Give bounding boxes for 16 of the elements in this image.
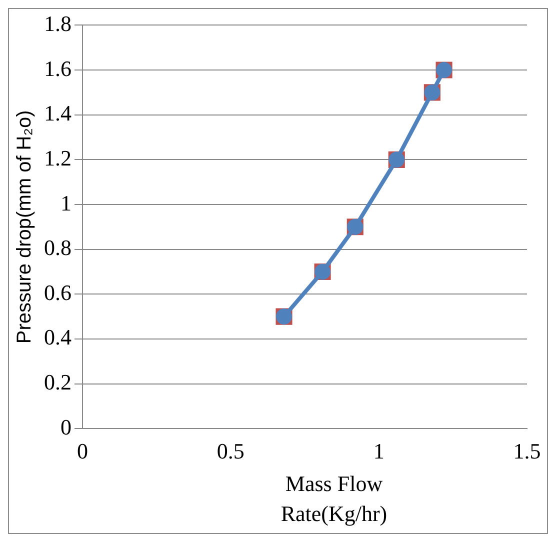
x-axis-title: Mass Flow Rate(Kg/hr) (280, 470, 388, 528)
y-tick-label: 1.6 (44, 56, 72, 81)
x-tick-label: 1 (373, 438, 384, 464)
y-tick-label: 0.8 (44, 235, 72, 260)
y-tick-label: 1.8 (44, 10, 72, 36)
x-tick-label: 1.5 (513, 438, 541, 464)
y-tick-label: 1 (60, 190, 72, 216)
y-tick-label: 1.2 (44, 145, 72, 170)
x-tick-label: 0.5 (216, 438, 244, 464)
y-tick-label: 0.4 (44, 324, 72, 350)
y-axis-title: Pressure drop(mm of H₂o) (14, 110, 36, 344)
x-tick-label: 0 (77, 438, 88, 464)
y-tick-label: 0.2 (44, 370, 72, 395)
y-tick-label: 0 (60, 414, 72, 440)
y-tick-label: 1.4 (44, 100, 72, 126)
y-tick-label: 0.6 (44, 280, 72, 305)
